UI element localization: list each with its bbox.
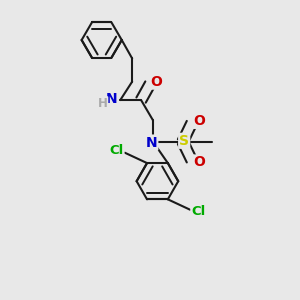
Text: N: N [106,92,117,106]
Text: O: O [151,75,163,88]
Text: N: N [146,136,157,150]
Text: S: S [179,134,189,148]
Text: H: H [98,97,107,110]
Text: O: O [193,155,205,170]
Text: O: O [193,114,205,128]
Text: Cl: Cl [109,144,124,158]
Text: Cl: Cl [191,205,206,218]
